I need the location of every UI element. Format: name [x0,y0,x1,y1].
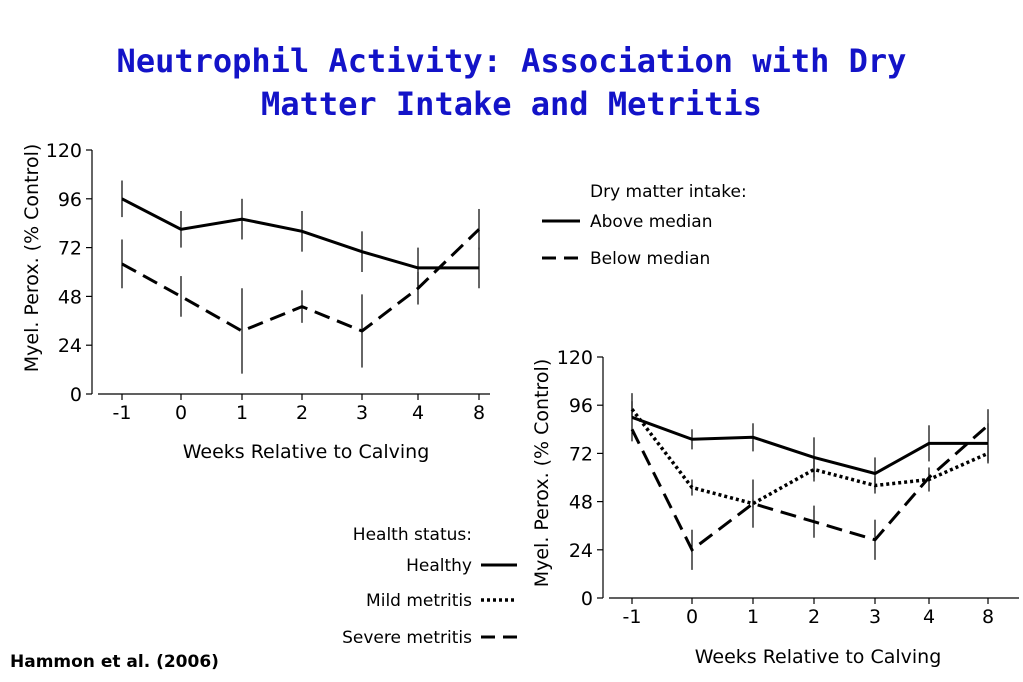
x-tick-label: -1 [113,402,132,424]
x-axis-label: Weeks Relative to Calving [183,441,430,463]
legend-label: Healthy [406,556,472,576]
y-tick-label: 72 [569,443,593,465]
x-tick-label: 4 [412,402,424,424]
series-mild-metritis [630,401,989,528]
slide-title-line-1: Neutrophil Activity: Association with Dr… [116,42,907,80]
slide-title-line-2: Matter Intake and Metritis [261,85,762,123]
legend-title: Dry matter intake: [590,182,747,202]
y-tick-label: 48 [569,492,593,514]
y-tick-label: 120 [557,347,593,369]
y-tick-label: 24 [569,540,593,562]
y-tick-label: 120 [46,140,82,162]
x-tick-label: 1 [236,402,248,424]
y-tick-label: 48 [58,286,82,308]
x-tick-label: 3 [356,402,368,424]
series-line [121,197,479,270]
legend-label: Below median [590,249,710,269]
x-tick-label: 3 [869,606,881,628]
y-tick-label: 96 [569,395,593,417]
series-severe-metritis [630,409,989,570]
y-axis-label: Myel. Perox. (% Control) [21,144,43,373]
y-tick-label: 72 [58,238,82,260]
legend: Dry matter intake: Above median Below medi… [542,182,747,269]
x-tick-label: 0 [686,606,698,628]
legend: Health status: Healthy Mild metritis Severe… [342,525,517,648]
slide-title: Neutrophil Activity: Association with Dr… [0,40,1023,126]
y-tick-label: 24 [58,335,82,357]
citation: Hammon et al. (2006) [10,652,219,672]
legend-label: Above median [590,212,712,232]
y-tick-label: 0 [581,588,593,610]
legend-label: Severe metritis [342,628,472,648]
x-tick-label: 2 [808,606,820,628]
x-tick-label: 4 [923,606,935,628]
x-tick-label: 0 [175,402,187,424]
series-above-median [121,180,480,289]
x-axis-label: Weeks Relative to Calving [695,646,942,668]
x-tick-label: 8 [473,402,485,424]
legend-label: Mild metritis [366,591,472,611]
x-tick-label: -1 [623,606,642,628]
x-tick-label: 1 [747,606,759,628]
y-tick-label: 96 [58,189,82,211]
series-line [121,228,481,333]
y-tick-label: 0 [70,384,82,406]
legend-title: Health status: [353,525,472,545]
y-axis-label: Myel. Perox. (% Control) [531,359,553,588]
series-line [631,415,988,476]
series-below-median [121,208,481,374]
x-tick-label: 2 [296,402,308,424]
x-tick-label: 8 [982,606,994,628]
